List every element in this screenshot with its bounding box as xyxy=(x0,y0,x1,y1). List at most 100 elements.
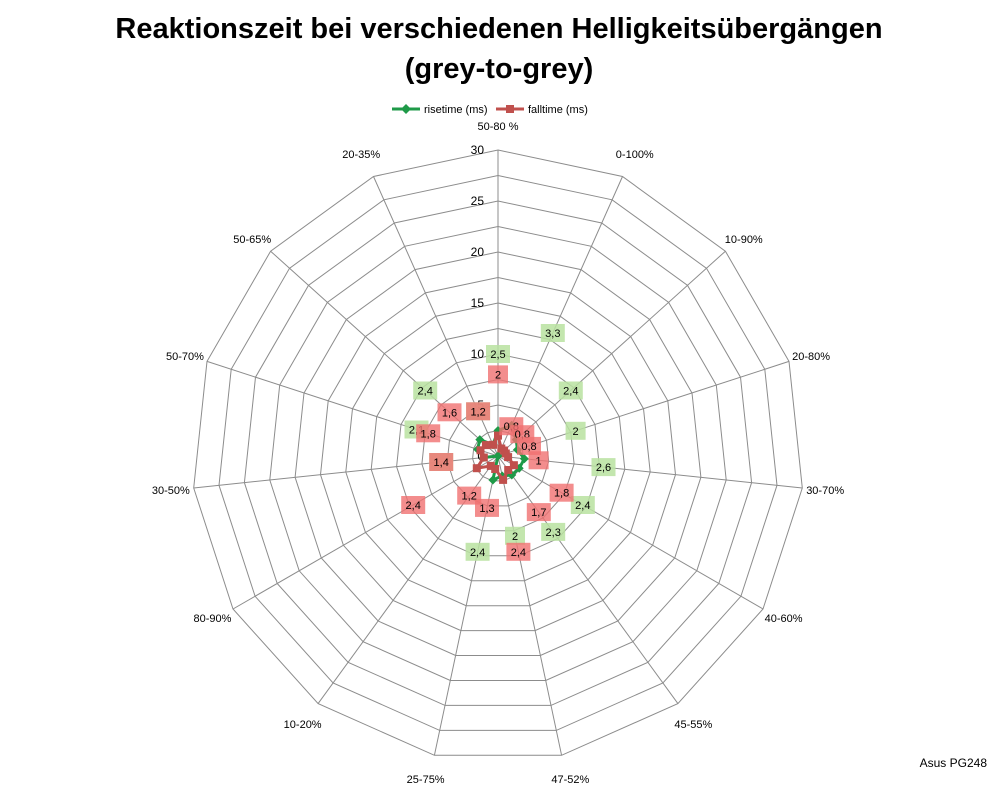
series-marker xyxy=(519,454,529,464)
data-label: 1,6 xyxy=(442,407,457,419)
tick-label: 15 xyxy=(471,296,485,310)
data-label-bg xyxy=(517,436,541,455)
spoke xyxy=(497,455,563,756)
data-label-bg xyxy=(465,542,490,561)
data-label: 2 xyxy=(495,369,501,381)
spoke xyxy=(232,455,499,610)
category-label: 40-60% xyxy=(765,613,803,625)
series-marker xyxy=(479,453,488,462)
data-label: 2,4 xyxy=(470,547,485,559)
legend-entry: risetime (ms) xyxy=(424,104,488,116)
data-label: 3,3 xyxy=(545,328,560,340)
chart-title-line1: Reaktionszeit bei verschiedenen Helligke… xyxy=(115,13,883,45)
data-label-bg xyxy=(486,345,510,363)
data-label-bg xyxy=(506,542,531,561)
category-label: 10-90% xyxy=(725,234,763,246)
legend-marker xyxy=(506,105,514,113)
chart-title-line2: (grey-to-grey) xyxy=(404,53,594,85)
data-label: 2,3 xyxy=(546,527,561,539)
data-label-bg xyxy=(413,381,438,400)
category-label: 47-52% xyxy=(551,774,589,786)
grid-ring xyxy=(370,327,626,582)
data-label-bg xyxy=(488,365,508,384)
series-marker xyxy=(504,466,513,474)
data-label: 2,4 xyxy=(575,500,590,512)
tick-label: 20 xyxy=(471,245,485,259)
data-label-bg xyxy=(526,503,551,522)
data-label: 1,8 xyxy=(421,428,436,440)
category-label: 10-20% xyxy=(284,719,322,731)
category-label: 20-80% xyxy=(792,351,830,363)
grid-ring xyxy=(421,378,575,532)
series-marker xyxy=(481,441,490,450)
category-label: 50-65% xyxy=(233,234,271,246)
series-marker xyxy=(494,431,502,440)
grid-ring xyxy=(193,149,803,756)
spoke xyxy=(497,360,790,457)
tick-label: 30 xyxy=(471,143,485,157)
spoke xyxy=(206,360,499,457)
data-label: 2 xyxy=(512,531,518,543)
data-label-bg xyxy=(457,486,482,505)
series-marker xyxy=(489,440,497,449)
data-label-bg xyxy=(565,421,586,440)
series-marker xyxy=(509,461,518,470)
data-label: 1,8 xyxy=(554,488,569,500)
data-label: 1 xyxy=(536,455,542,467)
data-label: 1,4 xyxy=(434,457,449,469)
grid-ring xyxy=(218,174,778,731)
data-label: 2,6 xyxy=(596,462,611,474)
data-label-bg xyxy=(505,526,525,545)
series-marker xyxy=(499,475,508,484)
series-marker xyxy=(486,461,495,470)
tick-label: 10 xyxy=(471,347,485,361)
grid-ring xyxy=(243,200,753,706)
data-label-bg xyxy=(570,496,595,514)
data-label-bg xyxy=(416,424,441,443)
grid-ring xyxy=(396,353,600,557)
data-label: 1,2 xyxy=(462,491,477,503)
legend-marker xyxy=(401,104,411,114)
data-label: 2,5 xyxy=(490,349,505,361)
data-label-bg xyxy=(401,496,426,514)
data-label-bg xyxy=(549,483,574,502)
grid-ring xyxy=(294,251,702,656)
data-label-bg xyxy=(541,522,566,541)
tick-label: 25 xyxy=(471,194,485,208)
data-label-bg xyxy=(558,381,583,400)
data-label-bg xyxy=(429,453,454,471)
category-label: 0-100% xyxy=(616,149,654,161)
data-label-bg xyxy=(466,402,491,421)
data-label: 2,4 xyxy=(406,500,421,512)
spoke xyxy=(497,250,726,457)
series-marker xyxy=(504,453,513,462)
legend-entry: falltime (ms) xyxy=(528,104,588,116)
category-label: 80-90% xyxy=(193,613,231,625)
category-label: 50-70% xyxy=(166,351,204,363)
category-label: 45-55% xyxy=(674,719,712,731)
data-label: 2,4 xyxy=(418,386,433,398)
category-label: 25-75% xyxy=(407,774,445,786)
data-label-bg xyxy=(437,403,462,422)
spoke xyxy=(497,455,764,610)
series-marker xyxy=(491,465,500,473)
data-label: 2,4 xyxy=(563,386,578,398)
series-marker xyxy=(472,464,481,473)
category-label: 30-70% xyxy=(806,485,844,497)
credit-label: Asus PG248 xyxy=(919,756,987,770)
data-label: 2,4 xyxy=(511,547,526,559)
spoke xyxy=(497,455,679,704)
data-label-bg xyxy=(591,458,616,477)
spoke xyxy=(497,176,623,457)
grid-ring xyxy=(269,225,727,681)
series-marker xyxy=(488,475,498,485)
data-label: 1,7 xyxy=(531,507,546,519)
category-label: 30-50% xyxy=(152,485,190,497)
category-label: 50-80 % xyxy=(478,121,519,133)
data-label-bg xyxy=(528,451,549,470)
data-label: 1,3 xyxy=(479,503,494,515)
spoke xyxy=(270,250,499,457)
data-label: 0,8 xyxy=(521,441,536,453)
category-label: 20-35% xyxy=(342,149,380,161)
